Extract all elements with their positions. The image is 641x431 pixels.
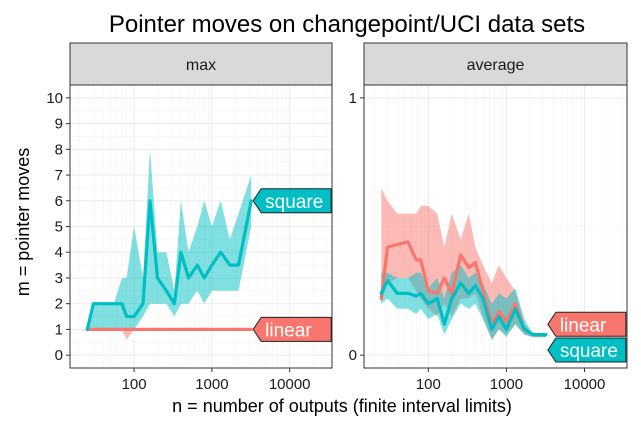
panel-border <box>363 84 628 369</box>
y-tick-label: 1 <box>55 321 63 338</box>
series-label-text: square <box>265 192 323 213</box>
y-axis-label: m = pointer moves <box>13 148 33 297</box>
y-tick-label: 7 <box>55 167 63 184</box>
y-tick-label: 2 <box>55 296 63 313</box>
x-tick-label: 100 <box>122 376 147 393</box>
series-label-square: square <box>547 337 627 363</box>
y-tick-label: 9 <box>55 116 63 133</box>
y-tick-label: 0 <box>55 347 63 364</box>
series-label-box <box>252 188 332 214</box>
series-label-box <box>547 337 627 363</box>
y-tick-label: 4 <box>55 244 63 261</box>
series-label-square: square <box>252 188 332 214</box>
ribbon-linear <box>87 329 252 340</box>
x-tick-label: 100 <box>416 376 441 393</box>
y-tick-label: 1 <box>349 90 357 107</box>
series-label-linear: linear <box>547 311 627 337</box>
series-label-box <box>547 311 627 337</box>
strip-label: max <box>186 57 216 74</box>
strip-average <box>363 42 628 86</box>
strip-max <box>69 42 333 86</box>
y-tick-label: 3 <box>55 270 63 287</box>
y-tick-label: 0 <box>349 347 357 364</box>
series-label-box <box>252 316 332 342</box>
ribbon-square <box>87 149 252 330</box>
chart-title: Pointer moves on changepoint/UCI data se… <box>109 11 585 38</box>
x-tick-label: 10000 <box>269 376 311 393</box>
x-axis-label: n = number of outputs (finite interval l… <box>172 396 512 416</box>
x-tick-label: 1000 <box>195 376 228 393</box>
y-tick-label: 8 <box>55 141 63 158</box>
line-linear <box>379 240 548 337</box>
y-tick-label: 10 <box>46 90 63 107</box>
line-square <box>85 199 253 331</box>
line-square <box>379 278 548 337</box>
x-tick-label: 10000 <box>564 376 606 393</box>
series-label-text: linear <box>265 320 312 341</box>
series-label-linear: linear <box>252 316 332 342</box>
y-tick-label: 6 <box>55 193 63 210</box>
x-tick-label: 1000 <box>490 376 523 393</box>
panel-average: average linear square 100 1000 10000 0 1 <box>349 42 628 393</box>
series-label-text: linear <box>560 315 607 336</box>
y-tick-label: 5 <box>55 219 63 236</box>
panel-max: max linear square 100 1000 10000 0 1 2 3 4 5 6 7 8 9 10 <box>46 42 333 393</box>
strip-label: average <box>467 57 525 74</box>
series-label-text: square <box>560 341 618 362</box>
